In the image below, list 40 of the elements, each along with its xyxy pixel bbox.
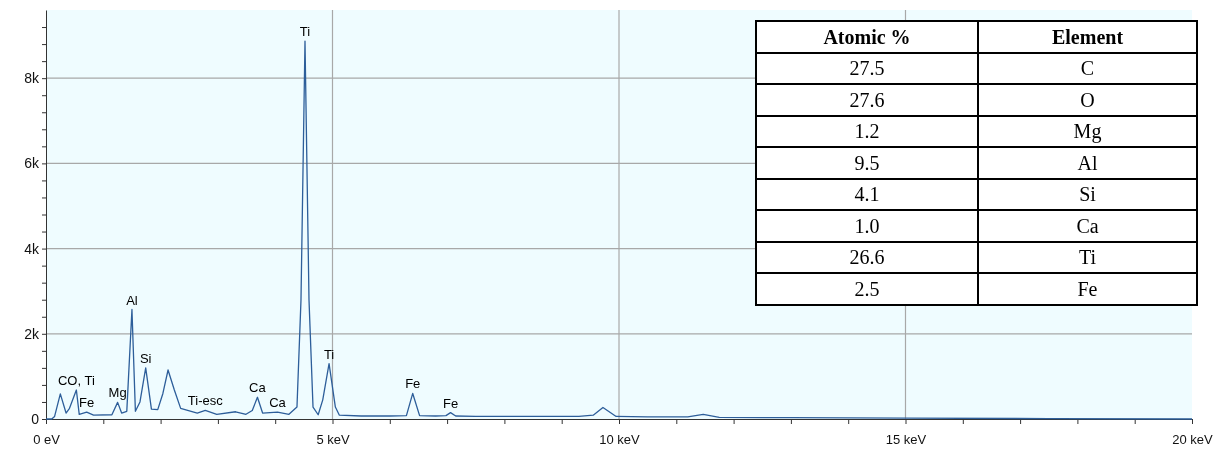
x-tick-label: 20 keV	[1172, 431, 1214, 447]
category-label: O	[978, 84, 1197, 116]
x-tick-label: 0 eV	[33, 431, 61, 447]
data-label: 2.5	[756, 273, 978, 305]
data-label: 1.0	[756, 210, 978, 242]
data-label: 4.1	[756, 178, 978, 210]
y-tick-label: 2k	[24, 325, 40, 342]
annotation: Ti	[323, 346, 335, 362]
data-label: 27.5	[756, 52, 978, 84]
text: Element	[978, 21, 1197, 53]
category-label: Mg	[978, 115, 1197, 147]
category-label: Ca	[978, 210, 1197, 242]
annotation: Ca	[269, 395, 287, 411]
y-tick-label: 8k	[24, 70, 40, 87]
y-tick-label: 6k	[24, 155, 40, 172]
y-tick-label: 4k	[24, 240, 40, 257]
data-label: 27.6	[756, 84, 978, 116]
category-label: Si	[978, 178, 1197, 210]
x-tick-label: 10 keV	[599, 431, 641, 447]
annotation: Fe	[442, 395, 459, 411]
y-tick-label: 0	[31, 410, 40, 427]
data-label: 9.5	[756, 147, 978, 179]
data-label: 1.2	[756, 115, 978, 147]
annotation: Fe	[79, 395, 95, 411]
category-label: Ti	[978, 241, 1197, 273]
annotation: Ti	[299, 24, 311, 40]
category-label: Al	[978, 147, 1197, 179]
x-tick-label: 15 keV	[885, 431, 927, 447]
annotation: Fe	[405, 376, 421, 392]
category-label: Fe	[978, 273, 1197, 305]
annotation: CO, Ti	[57, 373, 95, 389]
data-label: 26.6	[756, 241, 978, 273]
x-tick-label: 5 keV	[316, 431, 350, 447]
annotation: Ti-esc	[187, 393, 224, 409]
annotation: Mg	[108, 385, 127, 401]
category-label: C	[978, 52, 1197, 84]
annotation: Si	[139, 350, 152, 366]
annotation: Al	[126, 292, 138, 308]
text: Atomic %	[756, 21, 978, 53]
annotation: Ca	[249, 380, 267, 396]
